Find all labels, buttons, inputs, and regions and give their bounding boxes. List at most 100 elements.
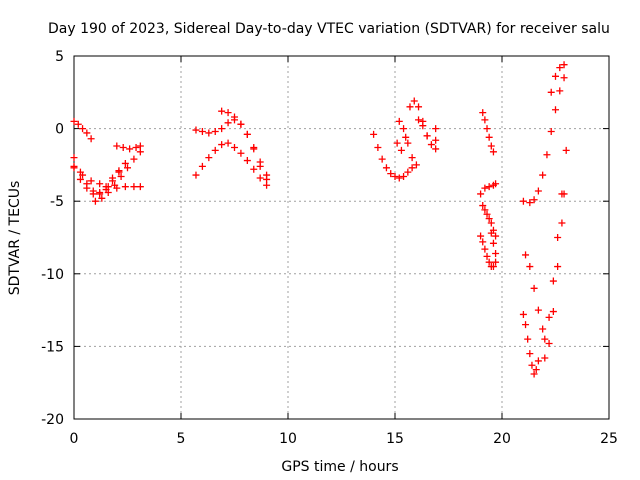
data-point [124, 164, 131, 172]
y-tick-label: -15 [41, 339, 64, 355]
data-point [412, 161, 420, 169]
series-arc-12 [395, 117, 416, 162]
data-point [487, 229, 495, 237]
data-point [423, 132, 431, 140]
data-point [492, 249, 500, 257]
data-point [534, 187, 542, 195]
data-point [485, 183, 493, 191]
data-point [485, 258, 493, 266]
data-point [231, 113, 238, 121]
data-point [539, 171, 547, 179]
data-point [483, 252, 491, 260]
data-point [395, 174, 403, 182]
y-tick-label: 0 [55, 122, 64, 138]
data-point [243, 130, 251, 138]
x-tick-label: 10 [279, 431, 297, 447]
x-tick-label: 20 [493, 431, 511, 447]
x-axis-label: GPS time / hours [281, 459, 398, 475]
series-arc-15 [479, 109, 497, 156]
data-point [256, 174, 264, 182]
data-point [130, 155, 138, 163]
data-point [74, 120, 82, 128]
data-point [404, 168, 412, 176]
data-points [70, 61, 570, 378]
data-point [109, 174, 117, 182]
data-point [374, 143, 382, 151]
data-point [524, 335, 532, 343]
data-point [96, 188, 104, 196]
data-point [489, 239, 497, 247]
data-point [402, 133, 410, 141]
data-point [404, 139, 412, 147]
data-point [79, 125, 87, 133]
data-point [489, 148, 497, 156]
data-point [218, 125, 226, 133]
data-point [113, 142, 121, 150]
data-point [98, 194, 106, 202]
data-point [96, 180, 104, 188]
data-point [526, 263, 534, 271]
series-arc-13 [415, 116, 431, 140]
data-point [489, 263, 497, 271]
data-point [117, 173, 125, 181]
y-tick-labels: -20 -15 -10 -5 0 5 [41, 49, 64, 428]
data-point [530, 370, 538, 378]
data-point [263, 171, 271, 179]
data-point [87, 135, 95, 143]
data-point [492, 180, 500, 188]
data-point [477, 190, 485, 198]
data-point [477, 232, 485, 240]
data-point [211, 128, 219, 136]
data-point [121, 159, 129, 167]
data-point [545, 339, 553, 347]
data-point [130, 183, 138, 191]
data-point [485, 215, 493, 223]
data-point [198, 128, 206, 136]
series-arc-6 [113, 142, 144, 153]
data-point [545, 313, 553, 321]
series-arc-17 [479, 202, 500, 240]
data-point [198, 162, 206, 170]
data-point [370, 130, 378, 138]
data-point [400, 125, 408, 133]
y-axis-label: SDTVAR / TECUs [7, 181, 23, 296]
series-arc-22 [519, 74, 568, 207]
data-point [70, 164, 78, 172]
data-point [89, 190, 97, 198]
series-arc-10 [370, 130, 420, 182]
data-point [205, 129, 213, 137]
data-point [415, 103, 423, 111]
y-tick-label: 5 [55, 49, 64, 65]
data-point [237, 120, 245, 128]
data-point [549, 277, 557, 285]
x-tick-labels: 0 5 10 15 20 25 [70, 431, 618, 447]
x-tick-label: 0 [70, 431, 79, 447]
series-arc-2 [70, 162, 123, 198]
data-point [554, 263, 562, 271]
data-point [560, 190, 568, 198]
data-point [387, 170, 395, 178]
data-point [528, 361, 536, 369]
data-point [76, 175, 84, 183]
data-point [132, 143, 140, 151]
data-point [378, 155, 386, 163]
series-arc-19 [487, 229, 500, 266]
series-arc-20 [519, 310, 542, 378]
data-point [136, 183, 144, 191]
data-point [532, 366, 540, 374]
data-point [541, 354, 549, 362]
series-arc-3 [70, 164, 144, 192]
data-point [479, 109, 487, 117]
x-tick-label: 15 [386, 431, 404, 447]
data-point [70, 154, 78, 162]
series-arc-21 [522, 146, 570, 343]
data-point [243, 157, 251, 165]
data-point [526, 350, 534, 358]
series-arc-8 [192, 116, 271, 183]
data-point [218, 107, 226, 115]
data-point [481, 116, 489, 124]
x-tick-label: 25 [600, 431, 618, 447]
data-point [526, 199, 534, 207]
data-point [406, 103, 414, 111]
